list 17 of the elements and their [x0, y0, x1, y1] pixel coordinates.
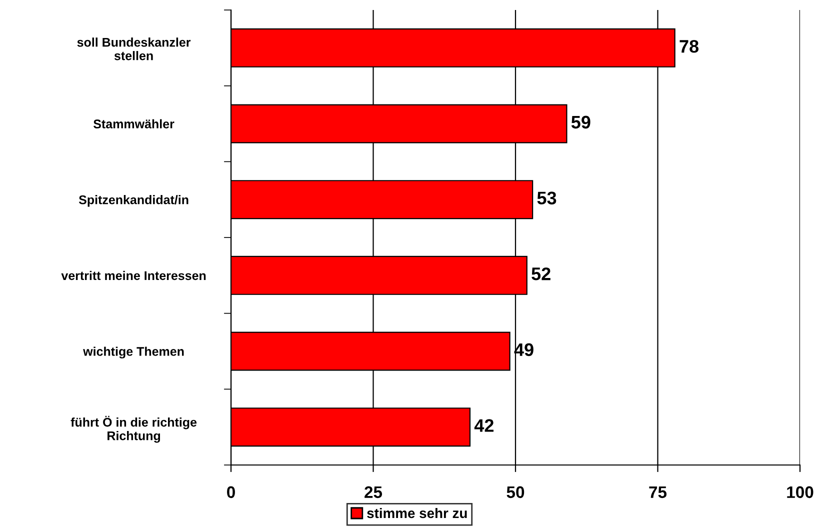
data-label: 78 [680, 40, 699, 53]
x-tick-label: 0 [227, 486, 235, 498]
data-label: 52 [532, 267, 550, 280]
y-tick-label: Spitzenkandidat/in [78, 195, 188, 207]
y-tick-label: soll Bundeskanzler stellen [77, 38, 191, 60]
x-tick-label: 50 [506, 486, 524, 498]
data-label: 42 [474, 419, 494, 432]
legend-label: stimme sehr zu [367, 508, 467, 518]
x-tick-label: 100 [787, 486, 814, 498]
data-label: 59 [571, 116, 590, 129]
y-tick-label: Stammwähler [94, 119, 174, 128]
data-label: 53 [537, 192, 556, 204]
x-tick-label: 25 [364, 486, 382, 498]
y-tick-label: führt Ö in die richtige Richtung [70, 416, 197, 443]
y-tick-label: vertritt meine Interessen [61, 270, 206, 280]
x-tick-label: 75 [649, 486, 667, 498]
y-tick-label: wichtige Themen [83, 346, 184, 358]
